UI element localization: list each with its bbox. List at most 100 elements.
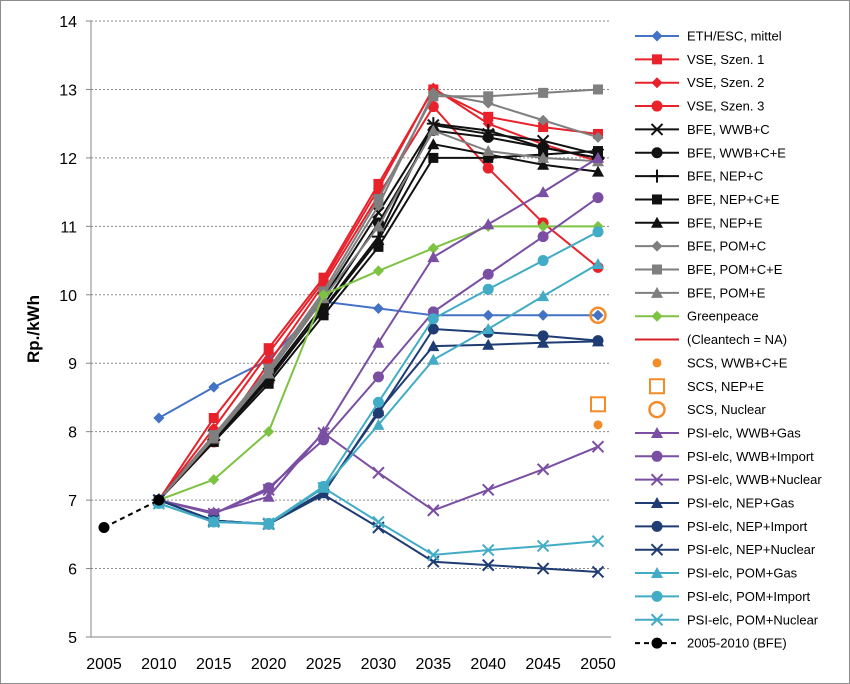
data-point <box>262 483 275 497</box>
data-point <box>481 124 495 138</box>
legend-marker <box>652 264 662 275</box>
legend-label: VSE, Szen. 3 <box>687 99 764 114</box>
legend-marker <box>651 240 663 252</box>
data-point <box>482 268 494 280</box>
legend-label: SCS, Nuclear <box>687 402 766 417</box>
data-point <box>537 231 549 243</box>
series-line <box>158 91 599 501</box>
y-tick-label: 5 <box>68 630 77 647</box>
legend-item: PSI-elc, POM+Gas <box>635 566 798 581</box>
series-14 <box>593 420 603 430</box>
gridlines <box>91 20 611 570</box>
y-tick-label: 8 <box>68 425 77 442</box>
series-8 <box>152 138 604 506</box>
data-point <box>538 87 549 98</box>
data-point <box>427 242 439 254</box>
legend-item: BFE, NEP+E <box>635 215 763 230</box>
legend-item: PSI-elc, POM+Nuclear <box>635 612 819 627</box>
data-point <box>536 562 550 575</box>
y-tick-label: 11 <box>60 219 77 236</box>
legend-item: (Cleantech = NA) <box>635 332 787 347</box>
data-point <box>483 91 494 102</box>
x-tick-label: 2010 <box>141 656 177 673</box>
data-point <box>537 220 549 232</box>
data-point <box>537 151 550 163</box>
legend-marker <box>651 590 663 602</box>
data-point <box>537 158 550 170</box>
data-point <box>153 494 165 506</box>
legend-marker <box>649 378 665 395</box>
data-point <box>372 418 385 430</box>
data-point <box>428 91 439 102</box>
data-point <box>373 241 384 252</box>
x-tick-label: 2025 <box>306 656 342 673</box>
data-point <box>482 218 495 230</box>
data-point <box>592 309 604 321</box>
data-point <box>482 543 495 557</box>
legend-item: SCS, WWB+C+E <box>652 355 788 370</box>
data-point <box>482 162 494 174</box>
data-point <box>538 122 549 133</box>
y-tick-label: 12 <box>59 151 77 168</box>
legend-label: 2005-2010 (BFE) <box>687 636 787 651</box>
series-26 <box>98 494 165 533</box>
legend-marker <box>652 358 662 368</box>
data-point <box>592 257 604 269</box>
data-point <box>372 515 385 529</box>
data-point <box>263 378 274 389</box>
x-tick-label: 2035 <box>416 656 452 673</box>
legend-marker <box>651 216 663 228</box>
series-23 <box>152 257 604 530</box>
legend-marker <box>651 520 663 532</box>
data-point <box>592 192 604 204</box>
data-point <box>537 330 549 342</box>
y-tick-label: 7 <box>68 493 77 510</box>
x-tick-label: 2040 <box>470 656 506 673</box>
legend-label: SCS, NEP+E <box>687 379 764 394</box>
legend-marker <box>650 473 664 486</box>
data-point <box>427 548 440 562</box>
legend-marker <box>651 30 663 42</box>
legend-item: PSI-elc, NEP+Gas <box>635 496 795 511</box>
data-point <box>537 290 550 302</box>
data-point <box>427 138 440 150</box>
data-point <box>372 234 385 246</box>
data-point <box>589 306 607 325</box>
data-point <box>591 534 605 548</box>
data-point <box>208 381 220 393</box>
legend-label: BFE, NEP+C <box>687 169 763 184</box>
data-point <box>207 432 220 444</box>
data-point <box>317 425 330 437</box>
y-tick-label: 13 <box>59 82 77 99</box>
legend-marker <box>650 123 664 136</box>
series-line <box>158 493 599 573</box>
legend-item: PSI-elc, WWB+Import <box>635 449 814 464</box>
data-point <box>207 515 220 529</box>
series-9 <box>153 87 604 506</box>
data-point <box>482 283 494 295</box>
legend-label: BFE, NEP+E <box>687 215 763 230</box>
legend-item: VSE, Szen. 1 <box>635 52 764 67</box>
legend-label: PSI-elc, NEP+Gas <box>687 496 795 511</box>
legend-item: SCS, Nuclear <box>648 400 766 419</box>
data-point <box>592 165 604 177</box>
legend-label: ETH/ESC, mittel <box>687 29 782 44</box>
data-point <box>372 407 384 419</box>
x-tick-label: 2020 <box>251 656 287 673</box>
legend-marker <box>651 426 663 438</box>
legend-item: ETH/ESC, mittel <box>635 29 782 44</box>
data-point <box>482 483 495 497</box>
legend-item: BFE, WWB+C <box>635 122 770 137</box>
legend-item: BFE, POM+C <box>635 239 766 254</box>
data-point <box>428 152 439 163</box>
legend-item: BFE, POM+C+E <box>635 262 783 277</box>
data-point <box>427 504 440 517</box>
data-point <box>372 396 384 408</box>
y-tick-label: 14 <box>59 14 77 31</box>
data-point <box>372 265 384 277</box>
legend-label: (Cleantech = NA) <box>687 332 787 347</box>
legend-item: PSI-elc, WWB+Nuclear <box>635 472 822 487</box>
data-point <box>427 251 440 263</box>
data-point <box>372 336 385 348</box>
